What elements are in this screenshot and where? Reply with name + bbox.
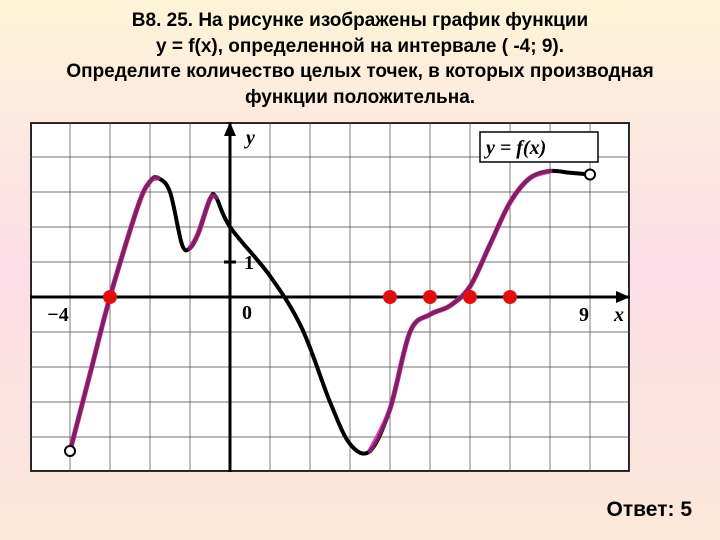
problem-title: В8. 25. На рисунке изображены график фун… [0,0,720,117]
svg-text:1: 1 [244,252,254,274]
svg-text:y: y [244,127,255,149]
title-line-1: В8. 25. На рисунке изображены график фун… [40,8,680,34]
function-graph: y x 0 1 −4 9 y = f(x) [30,122,630,472]
svg-text:x: x [613,304,624,326]
svg-text:−4: −4 [47,304,68,326]
answer-text: Ответ: 5 [607,498,692,522]
svg-text:y = f(x): y = f(x) [484,137,546,159]
title-line-2: у = f(x), определенной на интервале ( -4… [40,34,680,60]
svg-text:9: 9 [579,304,589,326]
title-line-4: функции положительна. [40,85,680,111]
svg-text:0: 0 [242,302,252,324]
title-line-3: Определите количество целых точек, в кот… [40,59,680,85]
graph-svg: y x 0 1 −4 9 y = f(x) [30,122,630,472]
